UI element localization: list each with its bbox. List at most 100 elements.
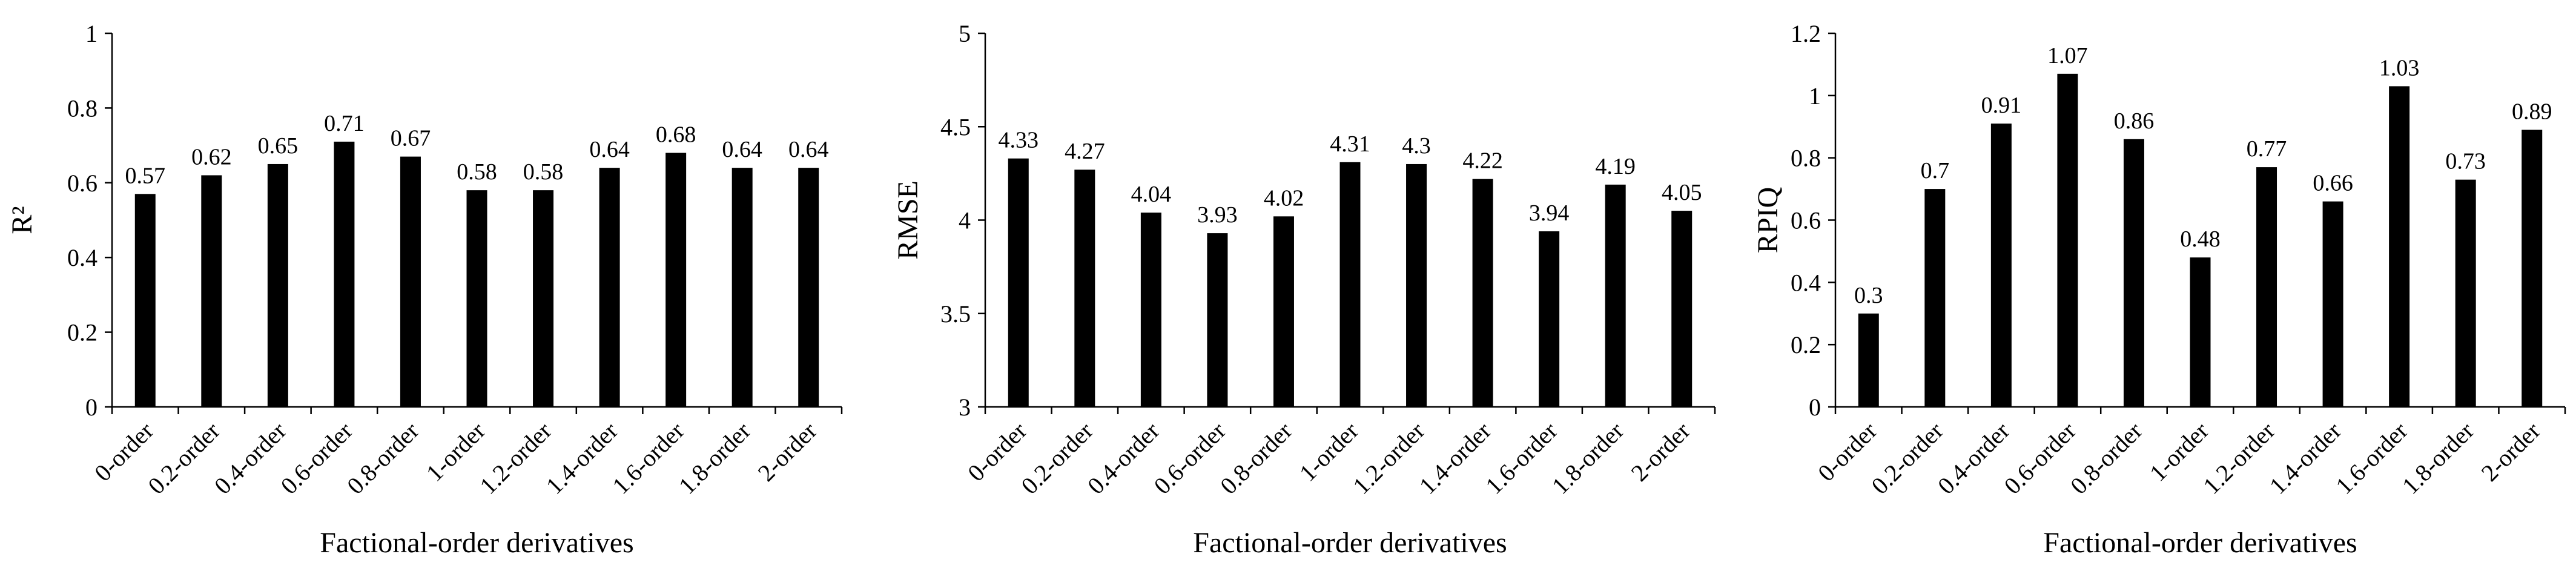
x-tick-label: 2-order — [1626, 417, 1696, 487]
y-tick-label: 0.6 — [67, 170, 97, 197]
bar — [732, 168, 753, 407]
data-label: 3.93 — [1197, 202, 1238, 228]
bar — [134, 194, 156, 407]
data-label: 0.62 — [191, 144, 232, 170]
bar — [2256, 167, 2277, 407]
bar — [2190, 257, 2211, 407]
x-tick-label: 0.8-order — [342, 417, 424, 500]
x-tick-label: 2-order — [2476, 417, 2546, 487]
x-tick-label: 1.4-order — [1414, 417, 1496, 500]
x-tick-label: 1.6-order — [2330, 417, 2413, 500]
x-axis-title: Factional-order derivatives — [1193, 527, 1507, 559]
y-tick-label: 3.5 — [940, 300, 971, 328]
x-tick-label: 0.6-order — [1999, 417, 2081, 500]
bar — [2322, 201, 2343, 407]
x-tick-label: 0.2-order — [1866, 417, 1948, 500]
x-tick-label: 0.2-order — [1016, 417, 1098, 500]
x-tick-label: 0.8-order — [1215, 417, 1297, 500]
y-axis-title: R² — [6, 206, 38, 234]
x-tick-label: 0.2-order — [142, 417, 225, 500]
y-tick-label: 0 — [85, 394, 97, 421]
y-tick-label: 1 — [1809, 82, 1821, 110]
data-label: 0.86 — [2114, 108, 2155, 134]
x-tick-label: 0.8-order — [2065, 417, 2147, 500]
y-tick-label: 4.5 — [940, 113, 971, 140]
data-label: 0.7 — [1921, 158, 1950, 183]
bar — [466, 190, 487, 407]
bar — [267, 163, 288, 407]
data-label: 4.27 — [1065, 139, 1105, 164]
bar — [2455, 179, 2476, 407]
chart-panel-2: 33.544.554.330-order4.270.2-order4.040.4… — [892, 20, 1716, 559]
y-tick-label: 1.2 — [1791, 20, 1821, 47]
x-tick-label: 1.2-order — [2198, 417, 2280, 500]
data-label: 4.19 — [1595, 154, 1636, 179]
bar — [1539, 231, 1560, 407]
data-label: 0.67 — [391, 126, 431, 151]
bar — [798, 168, 819, 407]
x-tick-label: 0.6-order — [1149, 417, 1231, 500]
y-tick-label: 3 — [959, 394, 971, 421]
bar — [1207, 233, 1228, 407]
bar — [1140, 213, 1161, 407]
x-tick-label: 1.8-order — [1547, 417, 1629, 500]
data-label: 0.68 — [656, 122, 696, 147]
chart-panel-3: 00.20.40.60.811.20.30-order0.70.2-order0… — [1752, 20, 2566, 559]
x-axis-title: Factional-order derivatives — [320, 527, 633, 559]
data-label: 0.77 — [2247, 136, 2287, 162]
bar — [1990, 124, 2012, 407]
bar — [1074, 170, 1095, 407]
data-label: 0.73 — [2445, 149, 2486, 174]
x-tick-label: 1.8-order — [673, 417, 756, 500]
x-tick-label: 1.2-order — [474, 417, 556, 500]
bar — [2389, 86, 2410, 408]
data-label: 0.89 — [2512, 99, 2552, 124]
x-tick-label: 0.4-order — [1082, 417, 1164, 500]
bar — [1605, 184, 1626, 407]
x-tick-label: 1.2-order — [1347, 417, 1430, 500]
y-tick-label: 0 — [1809, 394, 1821, 421]
data-label: 0.57 — [125, 163, 166, 188]
data-label: 4.3 — [1402, 133, 1431, 159]
x-tick-label: 1.4-order — [541, 417, 623, 500]
data-label: 0.58 — [523, 159, 564, 185]
data-label: 4.04 — [1131, 182, 1172, 207]
bar — [1406, 163, 1427, 407]
data-label: 4.31 — [1330, 131, 1370, 157]
y-tick-label: 4 — [959, 207, 971, 234]
data-label: 0.66 — [2313, 171, 2353, 196]
bar — [533, 190, 554, 407]
y-tick-label: 5 — [959, 20, 971, 47]
bar — [2057, 73, 2078, 407]
x-tick-label: 1.4-order — [2264, 417, 2346, 500]
data-label: 0.64 — [589, 137, 630, 162]
data-label: 0.58 — [457, 159, 497, 185]
bar — [2123, 139, 2144, 408]
x-tick-label: 0.4-order — [1932, 417, 2015, 500]
y-tick-label: 0.2 — [67, 319, 97, 346]
data-label: 4.05 — [1662, 180, 1702, 205]
bar — [1671, 211, 1693, 407]
bar — [599, 168, 620, 407]
bar — [400, 156, 421, 407]
data-label: 1.07 — [2047, 43, 2088, 68]
data-label: 1.03 — [2379, 55, 2420, 81]
y-tick-label: 0.6 — [1791, 207, 1821, 234]
x-tick-label: 1.6-order — [1480, 417, 1562, 500]
x-tick-label: 1.8-order — [2397, 417, 2479, 500]
bar — [1858, 313, 1879, 407]
y-axis-title: RPIQ — [1752, 187, 1784, 253]
data-label: 0.64 — [788, 137, 829, 162]
x-tick-label: 0.4-order — [209, 417, 291, 500]
data-label: 0.65 — [258, 133, 299, 159]
y-tick-label: 0.8 — [67, 94, 97, 122]
chart-panel-1: 00.20.40.60.810.570-order0.620.2-order0.… — [6, 20, 843, 559]
data-label: 4.22 — [1462, 148, 1503, 174]
bar — [2522, 130, 2543, 407]
bar — [1472, 179, 1493, 407]
data-label: 0.3 — [1854, 283, 1883, 308]
data-label: 0.71 — [324, 111, 365, 136]
y-tick-label: 0.8 — [1791, 145, 1821, 172]
x-tick-label: 2-order — [753, 417, 822, 487]
